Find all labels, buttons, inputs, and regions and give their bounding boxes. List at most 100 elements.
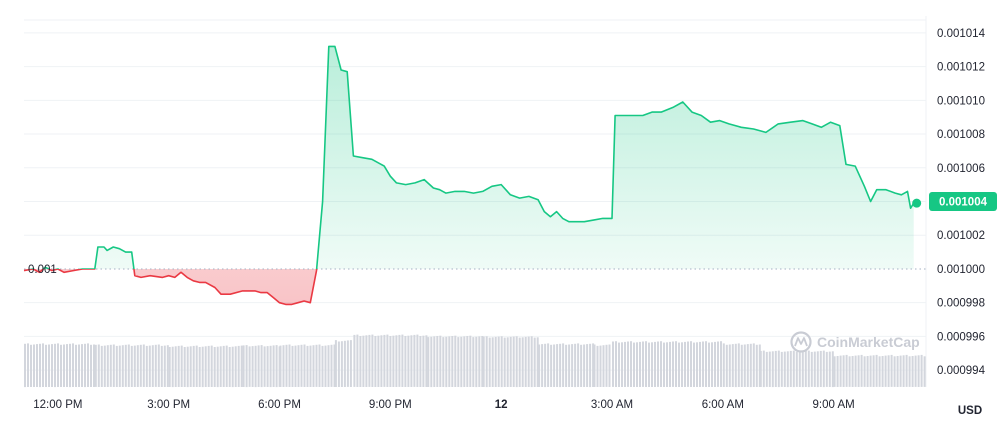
coinmarketcap-logo-icon bbox=[790, 331, 812, 353]
volume-bar bbox=[251, 346, 254, 387]
volume-bar bbox=[160, 345, 163, 387]
x-tick-label: 3:00 AM bbox=[591, 399, 633, 411]
volume-bar bbox=[315, 344, 318, 387]
volume-bar bbox=[466, 336, 469, 387]
price-lines bbox=[23, 45, 915, 306]
volume-bar bbox=[448, 336, 451, 387]
y-tick-label: 0.001006 bbox=[937, 163, 985, 175]
volume-bar bbox=[602, 345, 605, 387]
volume-bar bbox=[269, 345, 272, 388]
volume-bar bbox=[896, 356, 899, 387]
volume-bar bbox=[439, 335, 442, 387]
volume-bar bbox=[612, 341, 614, 387]
volume-bar bbox=[389, 336, 392, 387]
volume-bar bbox=[216, 346, 219, 388]
volume-bar bbox=[810, 351, 813, 387]
volume-bars bbox=[24, 334, 926, 388]
volume-bar bbox=[380, 335, 383, 387]
volume-bar bbox=[512, 336, 515, 387]
volume-bar bbox=[777, 350, 780, 388]
volume-bar bbox=[583, 344, 586, 387]
volume-bar bbox=[530, 336, 533, 388]
volume-bar bbox=[711, 342, 713, 387]
volume-bar bbox=[478, 336, 481, 387]
volume-bar bbox=[171, 346, 174, 388]
volume-bar bbox=[340, 341, 343, 387]
volume-bar bbox=[678, 342, 680, 387]
volume-bar bbox=[509, 336, 512, 387]
volume-bar bbox=[574, 343, 577, 388]
volume-bar bbox=[872, 355, 875, 387]
volume-bar bbox=[174, 346, 177, 387]
volume-bar bbox=[66, 344, 68, 387]
volume-bar bbox=[436, 336, 439, 387]
volume-bar bbox=[343, 340, 346, 387]
volume-bar bbox=[266, 346, 269, 387]
volume-bar bbox=[257, 345, 260, 387]
volume-bar bbox=[836, 356, 839, 387]
volume-bar bbox=[419, 336, 422, 387]
volume-bar bbox=[45, 344, 47, 387]
volume-bar bbox=[204, 346, 207, 387]
volume-bar bbox=[297, 345, 300, 387]
volume-bar bbox=[359, 336, 362, 387]
volume-bar bbox=[642, 341, 644, 387]
volume-bar bbox=[720, 341, 722, 387]
volume-bar bbox=[84, 343, 86, 388]
volume-bar bbox=[427, 337, 430, 387]
volume-bar bbox=[377, 335, 380, 387]
current-price-value: 0.001004 bbox=[939, 197, 988, 209]
price-areas bbox=[24, 46, 914, 305]
volume-bar bbox=[795, 351, 798, 387]
volume-bar bbox=[48, 344, 50, 387]
volume-bar bbox=[734, 343, 737, 388]
volume-bar bbox=[263, 346, 266, 387]
volume-bar bbox=[121, 345, 124, 387]
volume-bar bbox=[755, 344, 758, 387]
volume-bar bbox=[225, 345, 228, 387]
volume-bar bbox=[494, 336, 497, 387]
volume-bar bbox=[90, 344, 92, 387]
volume-bar bbox=[801, 351, 804, 388]
volume-bar bbox=[395, 335, 398, 387]
volume-bar bbox=[518, 337, 521, 387]
x-tick-label: 12 bbox=[495, 399, 508, 411]
volume-bar bbox=[636, 342, 638, 387]
volume-bar bbox=[240, 345, 243, 387]
volume-bar bbox=[312, 345, 315, 387]
volume-bar bbox=[920, 354, 923, 387]
volume-bar bbox=[630, 341, 632, 387]
volume-bar bbox=[752, 343, 755, 387]
volume-bar bbox=[605, 344, 608, 387]
volume-bar bbox=[822, 350, 825, 388]
volume-bar bbox=[807, 350, 810, 388]
volume-bar bbox=[103, 345, 106, 387]
volume-bar bbox=[684, 341, 686, 387]
volume-bar bbox=[248, 346, 251, 387]
volume-bar bbox=[792, 350, 795, 388]
volume-bar bbox=[651, 342, 653, 387]
volume-bar bbox=[124, 344, 127, 387]
volume-bar bbox=[875, 354, 878, 387]
volume-bar bbox=[201, 346, 204, 388]
volume-bar bbox=[869, 355, 872, 387]
volume-bar bbox=[407, 335, 410, 387]
volume-bar bbox=[562, 343, 565, 387]
volume-bar bbox=[568, 344, 571, 387]
watermark: CoinMarketCap bbox=[790, 331, 920, 353]
y-tick-label: 0.001000 bbox=[937, 264, 985, 276]
volume-bar bbox=[839, 355, 842, 387]
volume-bar bbox=[789, 350, 792, 387]
volume-bar bbox=[42, 343, 44, 387]
volume-bar bbox=[515, 336, 518, 388]
volume-bar bbox=[57, 343, 59, 387]
volume-bar bbox=[627, 341, 629, 387]
volume-bar bbox=[633, 342, 635, 387]
volume-bar bbox=[151, 345, 154, 387]
x-tick-label: 12:00 PM bbox=[33, 399, 82, 411]
volume-bar bbox=[112, 344, 115, 387]
volume-bar bbox=[349, 340, 352, 387]
volume-bar bbox=[51, 344, 53, 387]
x-tick-label: 9:00 PM bbox=[369, 399, 412, 411]
volume-bar bbox=[881, 356, 884, 387]
